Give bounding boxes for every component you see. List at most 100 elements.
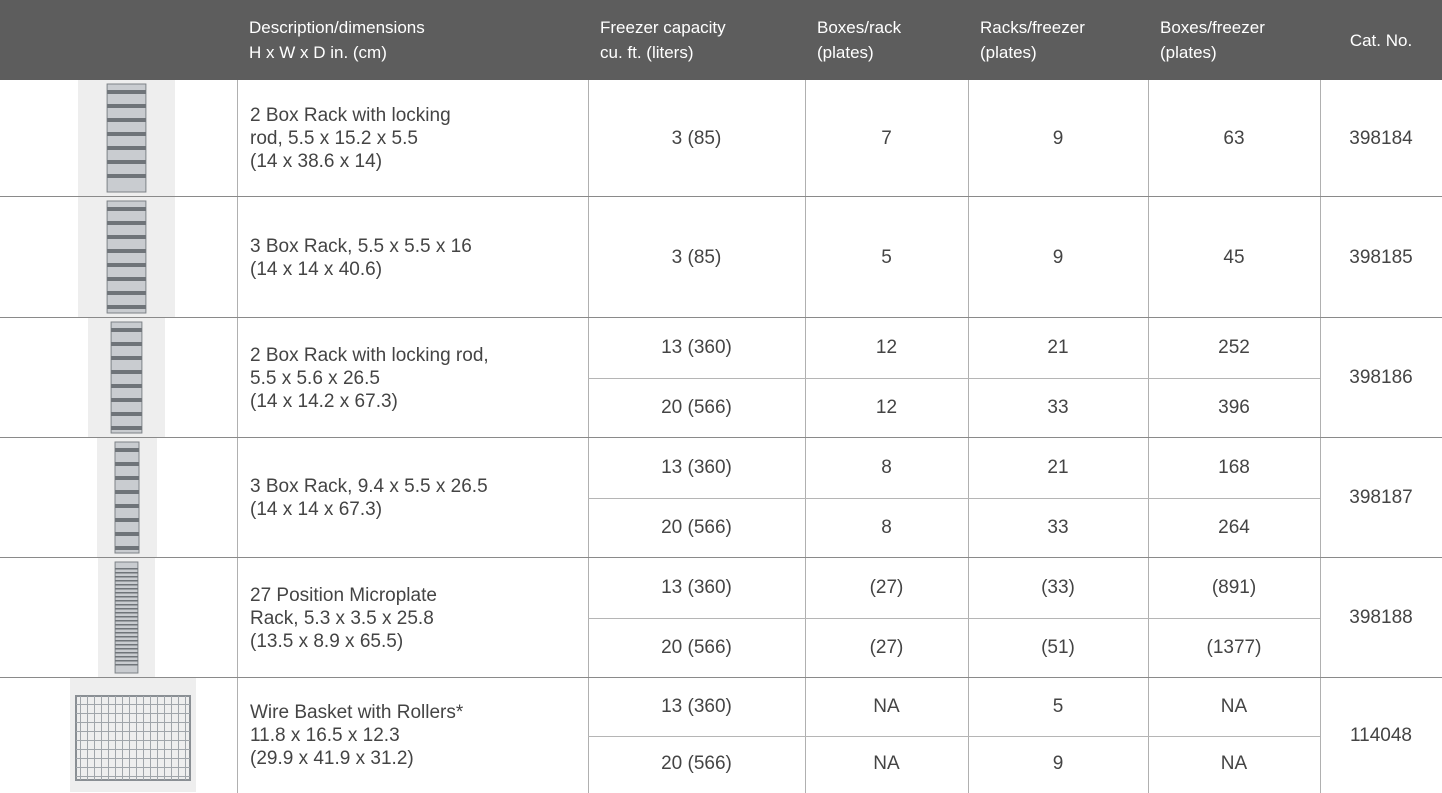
value-cell: 20 (566) bbox=[588, 736, 805, 793]
column-divider bbox=[805, 80, 806, 793]
value-text: 13 (360) bbox=[661, 457, 732, 478]
value-cell: 20 (566) bbox=[588, 498, 805, 558]
value-text: 12 bbox=[875, 397, 898, 418]
value-text: 7 bbox=[881, 127, 892, 149]
image-part bbox=[107, 132, 146, 136]
header-text: Boxes/rack bbox=[817, 18, 902, 37]
header-text: H x W x D in. (cm) bbox=[249, 43, 387, 62]
description-text: (14 x 14 x 40.6) bbox=[250, 258, 383, 280]
image-part bbox=[115, 696, 116, 780]
value-cell: 13 (360) bbox=[588, 318, 805, 378]
value-text: 168 bbox=[1218, 457, 1250, 478]
image-part bbox=[76, 758, 190, 759]
image-part bbox=[115, 608, 138, 610]
value-cell: 13 (360) bbox=[588, 678, 805, 736]
value-cell: 396 bbox=[1148, 378, 1320, 438]
description-text: Rack, 5.3 x 3.5 x 25.8 bbox=[250, 607, 434, 629]
description-cell: 3 Box Rack, 5.5 x 5.5 x 16 (14 x 14 x 40.… bbox=[237, 197, 588, 318]
row-divider bbox=[0, 317, 1442, 318]
column-header: Cat. No. bbox=[1320, 0, 1442, 80]
value-text: (27) bbox=[869, 637, 904, 658]
cat-no-text: 114048 bbox=[1350, 724, 1412, 746]
value-text: (51) bbox=[1041, 637, 1075, 658]
value-text: 5 bbox=[1052, 695, 1064, 717]
description-text: 2 Box Rack with locking bbox=[250, 105, 451, 126]
value-cell: NA bbox=[1148, 678, 1320, 736]
image-part bbox=[115, 600, 138, 602]
value-cell: 20 (566) bbox=[588, 618, 805, 678]
column-divider bbox=[588, 80, 589, 793]
image-part bbox=[115, 628, 138, 630]
image-part bbox=[107, 235, 146, 239]
value-text: 396 bbox=[1218, 397, 1250, 418]
cat-no-cell: 398188 bbox=[1320, 558, 1442, 678]
image-part bbox=[115, 518, 139, 522]
image-part bbox=[115, 636, 138, 638]
value-text: 12 bbox=[875, 337, 898, 358]
value-cell: 21 bbox=[968, 318, 1148, 378]
description-cell: 2 Box Rack with locking rod, 5.5 x 5.6 x … bbox=[237, 318, 588, 438]
image-part bbox=[115, 656, 138, 658]
column-header: Boxes/freezer (plates) bbox=[1148, 0, 1320, 80]
product-image bbox=[98, 558, 155, 677]
description-text: Wire Basket with Rollers* bbox=[250, 702, 464, 723]
cat-no-cell: 398186 bbox=[1320, 318, 1442, 438]
description-cell: Wire Basket with Rollers* 11.8 x 16.5 x 1… bbox=[237, 678, 588, 793]
image-part bbox=[111, 356, 142, 360]
column-divider bbox=[237, 80, 238, 793]
image-part bbox=[107, 305, 146, 309]
value-text: 9 bbox=[1052, 246, 1064, 268]
image-part bbox=[75, 695, 191, 781]
value-text: 13 (360) bbox=[661, 577, 732, 598]
image-part bbox=[111, 342, 142, 346]
column-divider bbox=[1148, 80, 1149, 793]
value-text: (1377) bbox=[1206, 637, 1262, 658]
description-text: 27 Position Microplate bbox=[250, 584, 437, 606]
cat-no-text: 398186 bbox=[1349, 367, 1413, 388]
header-text: Freezer capacity bbox=[600, 18, 726, 37]
image-part bbox=[76, 767, 190, 768]
value-cell: 13 (360) bbox=[588, 438, 805, 498]
value-cell: 3 (85) bbox=[588, 80, 805, 197]
subrow-divider bbox=[588, 735, 1320, 737]
image-part bbox=[115, 644, 138, 646]
cat-no-text: 398184 bbox=[1349, 127, 1413, 149]
value-text: 8 bbox=[881, 517, 892, 538]
image-part bbox=[110, 321, 143, 434]
value-text: 13 (360) bbox=[661, 695, 732, 717]
value-text: 252 bbox=[1218, 337, 1250, 358]
value-text: 8 bbox=[881, 457, 892, 478]
value-text: 3 (85) bbox=[671, 246, 722, 268]
image-part bbox=[115, 448, 139, 452]
image-part bbox=[115, 476, 139, 480]
value-cell: 252 bbox=[1148, 318, 1320, 378]
image-part bbox=[115, 624, 138, 626]
image-part bbox=[115, 596, 138, 598]
cat-no-cell: 398184 bbox=[1320, 80, 1442, 197]
image-part bbox=[107, 160, 146, 164]
value-cell: 264 bbox=[1148, 498, 1320, 558]
value-cell: 9 bbox=[968, 736, 1148, 793]
image-part bbox=[115, 640, 138, 642]
header-text: Description/dimensions bbox=[249, 18, 425, 37]
image-part bbox=[115, 490, 139, 494]
image-part bbox=[107, 90, 146, 94]
value-cell: (51) bbox=[968, 618, 1148, 678]
product-image bbox=[78, 80, 175, 196]
image-part bbox=[143, 696, 144, 780]
value-cell: NA bbox=[1148, 736, 1320, 793]
image-part bbox=[107, 104, 146, 108]
cat-no-cell: 398185 bbox=[1320, 197, 1442, 318]
column-header: Freezer capacity cu. ft. (liters) bbox=[588, 0, 805, 80]
image-part bbox=[150, 696, 151, 780]
description-text: rod, 5.5 x 15.2 x 5.5 bbox=[250, 128, 418, 149]
header-text: (plates) bbox=[817, 43, 874, 62]
value-cell: 5 bbox=[805, 197, 968, 318]
subrow-divider bbox=[588, 498, 1320, 499]
value-cell: 168 bbox=[1148, 438, 1320, 498]
value-cell: 33 bbox=[968, 498, 1148, 558]
value-text: (33) bbox=[1041, 577, 1075, 598]
product-image bbox=[97, 438, 157, 557]
image-part bbox=[136, 696, 137, 780]
image-part bbox=[115, 576, 138, 578]
